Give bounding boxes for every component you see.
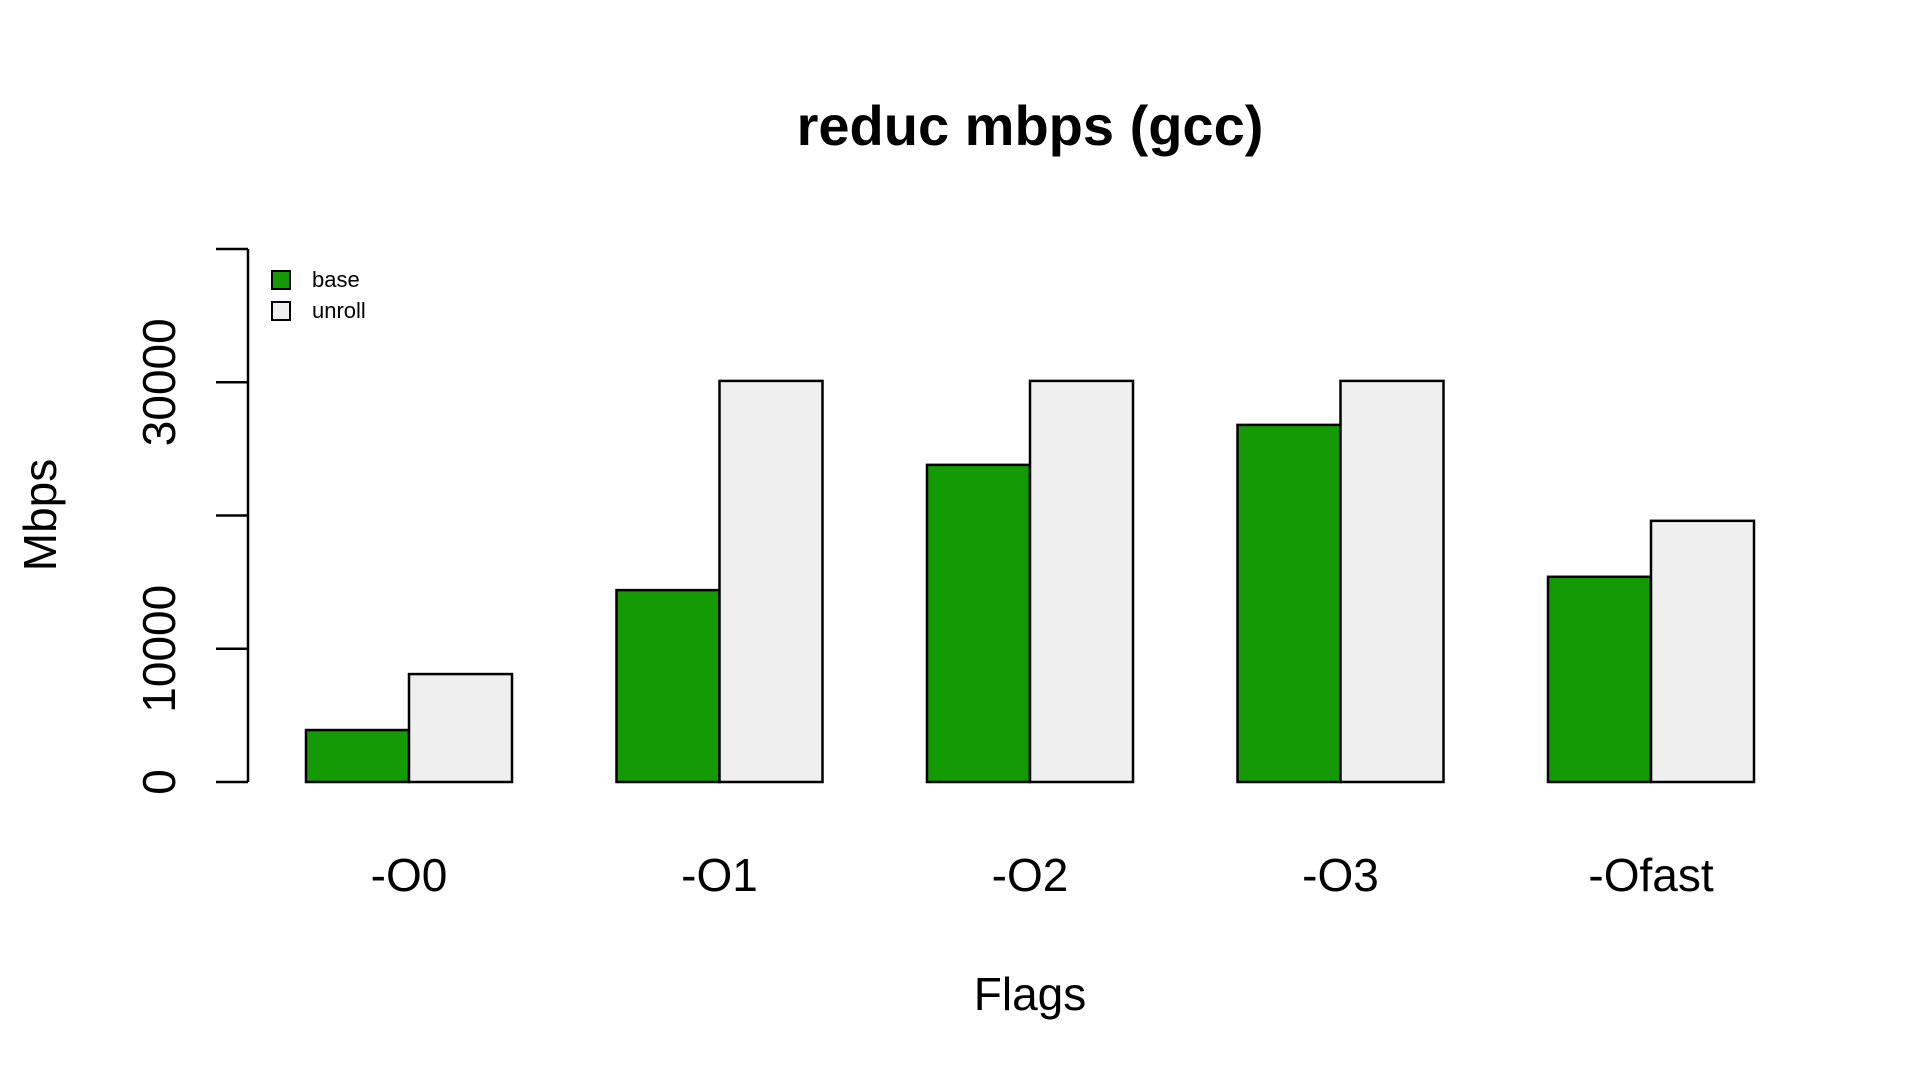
legend-label-base: base — [312, 267, 360, 292]
legend-label-unroll: unroll — [312, 298, 366, 323]
x-axis-tick-labels: -O0 -O1 -O2 -O3 -Ofast — [371, 849, 1714, 901]
y-tick-label: 30000 — [133, 318, 185, 446]
bar-base-O2 — [925, 463, 1032, 784]
bars-layer — [304, 379, 1756, 784]
bar-unroll-O0 — [407, 672, 514, 784]
x-tick-label: -O0 — [371, 849, 448, 901]
bar-unroll-O2 — [1028, 379, 1135, 784]
x-tick-label: -O1 — [681, 849, 758, 901]
bar-base-Ofast — [1546, 575, 1653, 784]
bar-unroll-O1 — [718, 379, 824, 784]
bar-base-O0 — [304, 728, 411, 784]
legend: base unroll — [271, 267, 366, 323]
bar-unroll-O3 — [1339, 379, 1445, 784]
legend-swatch-unroll — [271, 301, 291, 321]
y-tick-label: 0 — [133, 769, 185, 795]
bar-base-O3 — [1236, 423, 1342, 784]
x-tick-label: -O2 — [992, 849, 1069, 901]
legend-swatch-base — [271, 270, 291, 290]
x-tick-label: -Ofast — [1588, 849, 1713, 901]
bar-base-O1 — [615, 588, 721, 784]
y-axis-label: Mbps — [14, 459, 66, 571]
bar-unroll-Ofast — [1649, 519, 1756, 784]
x-axis-label: Flags — [974, 968, 1086, 1020]
chart-title: reduc mbps (gcc) — [797, 94, 1264, 157]
x-tick-label: -O3 — [1302, 849, 1379, 901]
y-tick-label: 10000 — [133, 585, 185, 713]
y-axis: 0 10000 30000 — [133, 247, 250, 795]
